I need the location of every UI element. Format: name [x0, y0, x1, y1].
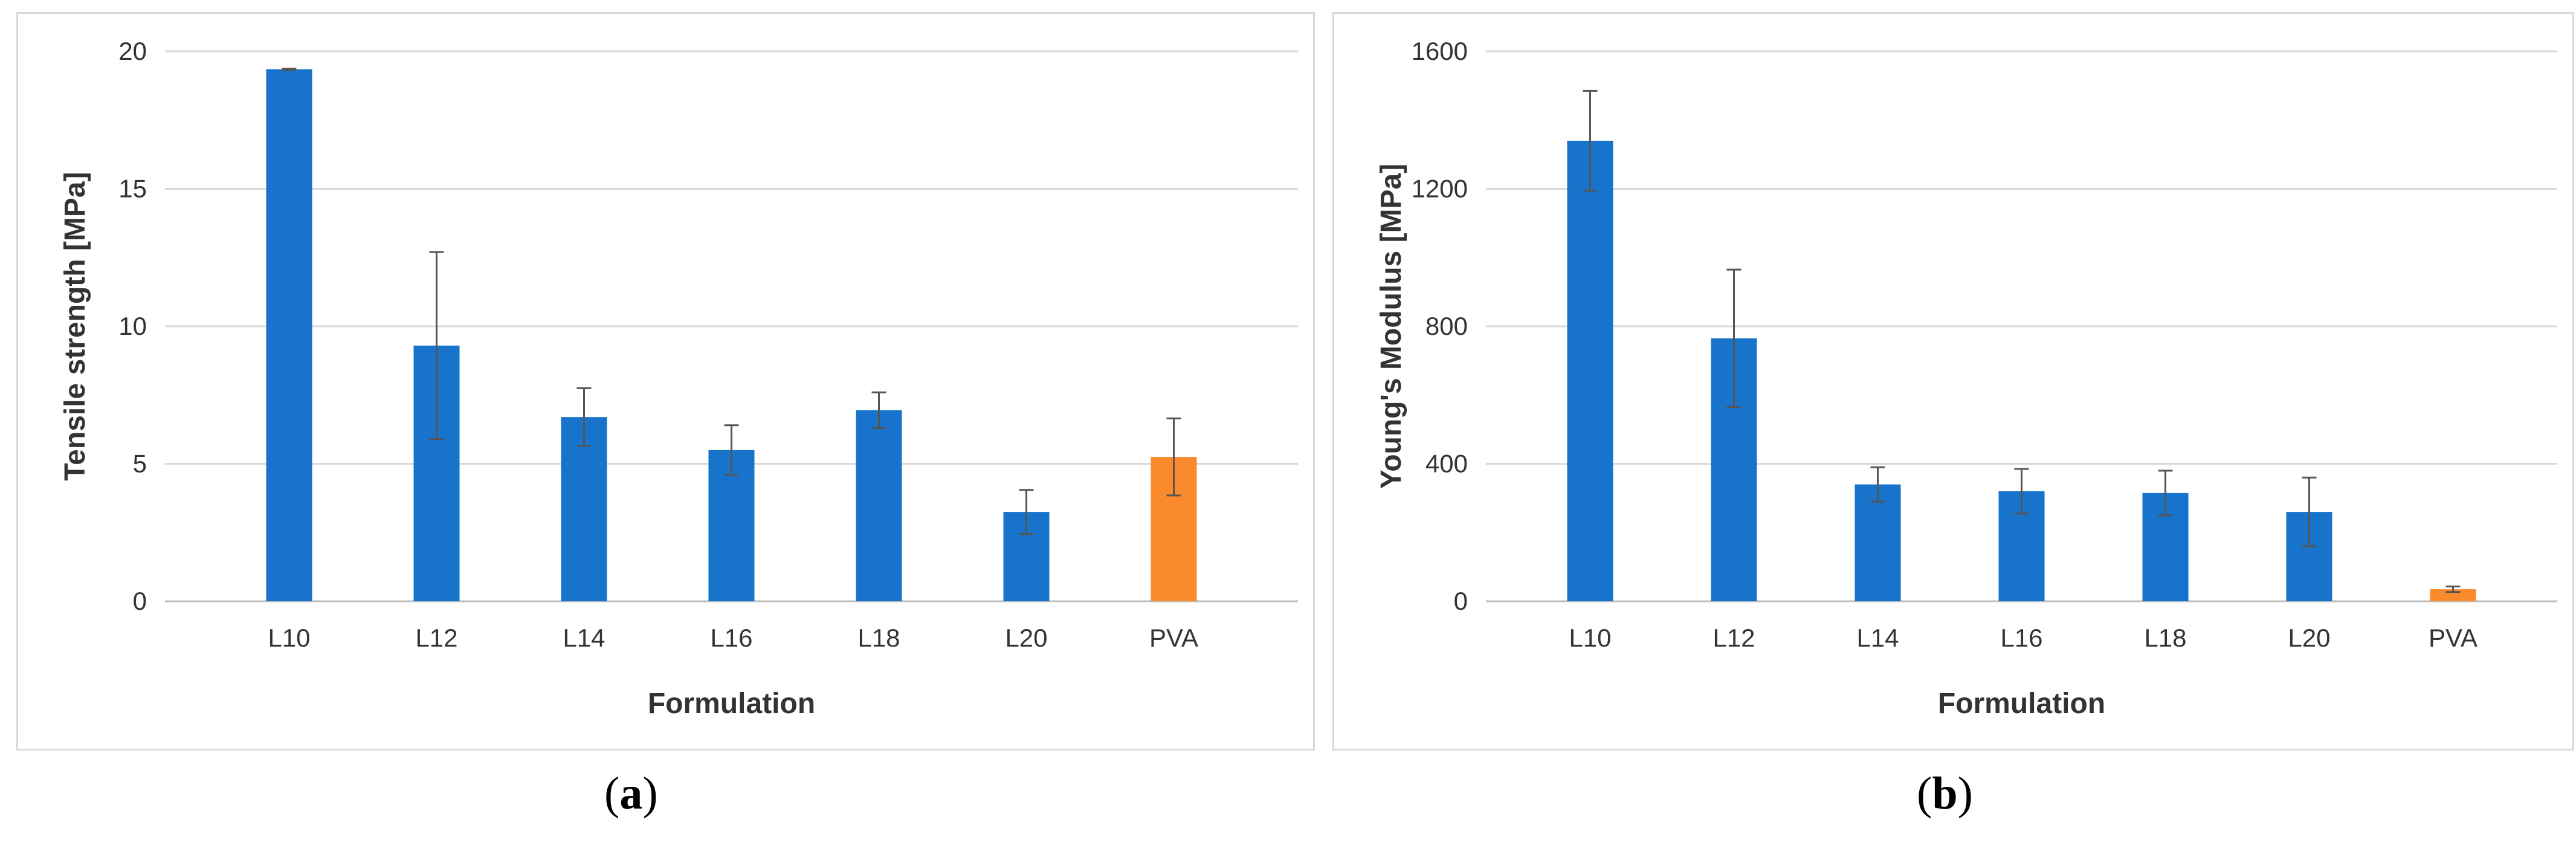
x-tick-label: L20 — [2288, 624, 2330, 652]
x-tick-label: L12 — [415, 624, 457, 652]
x-tick-label: L16 — [710, 624, 752, 652]
y-tick-label: 1200 — [1412, 175, 1468, 203]
x-tick-label: L16 — [2000, 624, 2042, 652]
x-tick-label: L12 — [1712, 624, 1755, 652]
x-tick-label: L18 — [857, 624, 900, 652]
caption-b-letter: b — [1932, 768, 1958, 819]
x-tick-label: L10 — [268, 624, 310, 652]
x-tick-label: PVA — [1149, 624, 1198, 652]
chart-panel-a: 0 5 10 15 20 L10 L12 L14 L16 L18 L20 PVA Formulation… — [16, 12, 1315, 751]
bar-l14 — [561, 417, 607, 601]
y-tick-label: 15 — [118, 175, 147, 203]
bar-pva — [2430, 589, 2476, 601]
x-tick-label: L10 — [1569, 624, 1611, 652]
caption-b: (b) — [1917, 768, 1973, 819]
y-tick-label: 0 — [133, 587, 147, 615]
chart-panel-b: 0 400 800 1200 1600 L10 L12 L14 L16 L18 L20 PVA Form… — [1332, 12, 2574, 751]
x-axis-title: Formulation — [648, 688, 815, 720]
y-tick-label: 10 — [118, 312, 147, 340]
caption-a: (a) — [604, 768, 658, 819]
x-tick-label: PVA — [2429, 624, 2478, 652]
bar-l10 — [1567, 140, 1613, 601]
chart-b-group: 0 400 800 1200 1600 L10 L12 L14 L16 L18 L20 PVA Form… — [1375, 37, 2557, 720]
x-tick-label: L18 — [2144, 624, 2186, 652]
bar-l10 — [266, 69, 312, 601]
y-tick-label: 20 — [118, 37, 147, 65]
x-tick-label: L14 — [563, 624, 605, 652]
y-tick-label: 0 — [1454, 587, 1468, 615]
y-tick-label: 800 — [1425, 312, 1468, 340]
y-axis-title: Tensile strength [MPa] — [59, 172, 91, 480]
tensile-strength-chart: 0 5 10 15 20 L10 L12 L14 L16 L18 L20 PVA Formulation… — [59, 37, 1298, 720]
y-tick-label: 5 — [133, 450, 147, 478]
bar-l14 — [1855, 484, 1901, 601]
chart-a-group: 0 5 10 15 20 L10 L12 L14 L16 L18 L20 PVA Formulation… — [59, 37, 1298, 720]
caption-a-letter: a — [619, 768, 643, 819]
x-tick-label: L14 — [1856, 624, 1899, 652]
y-tick-label: 1600 — [1412, 37, 1468, 65]
bar-l18 — [856, 410, 902, 601]
x-tick-label: L20 — [1005, 624, 1047, 652]
x-axis-title: Formulation — [1938, 688, 2105, 720]
youngs-modulus-chart: 0 400 800 1200 1600 L10 L12 L14 L16 L18 L20 PVA Form… — [1375, 37, 2557, 720]
y-axis-title: Young's Modulus [MPa] — [1375, 164, 1407, 489]
y-tick-label: 400 — [1425, 450, 1468, 478]
